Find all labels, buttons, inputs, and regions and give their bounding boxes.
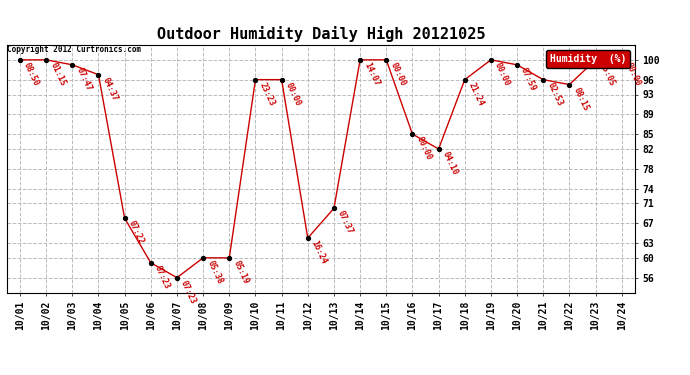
Point <box>276 76 287 82</box>
Point <box>146 260 157 266</box>
Text: 00:00: 00:00 <box>284 81 302 107</box>
Text: 08:15: 08:15 <box>571 86 590 112</box>
Point <box>119 215 130 221</box>
Point <box>224 255 235 261</box>
Text: 00:00: 00:00 <box>415 135 433 162</box>
Text: 14:07: 14:07 <box>362 61 381 87</box>
Point <box>485 57 496 63</box>
Text: 21:24: 21:24 <box>467 81 486 107</box>
Text: 01:15: 01:15 <box>48 61 67 87</box>
Point <box>590 57 601 63</box>
Point <box>14 57 26 63</box>
Text: 07:23: 07:23 <box>179 279 198 305</box>
Text: 00:00: 00:00 <box>388 61 407 87</box>
Text: 00:00: 00:00 <box>493 61 512 87</box>
Text: 15:05: 15:05 <box>598 61 616 87</box>
Text: 04:37: 04:37 <box>101 76 119 102</box>
Point <box>564 82 575 88</box>
Point <box>302 235 313 241</box>
Text: 04:10: 04:10 <box>441 150 460 176</box>
Text: 07:37: 07:37 <box>336 209 355 236</box>
Text: 16:24: 16:24 <box>310 239 328 266</box>
Point <box>407 131 418 137</box>
Text: 23:23: 23:23 <box>257 81 276 107</box>
Point <box>381 57 392 63</box>
Text: 07:47: 07:47 <box>75 66 93 92</box>
Point <box>433 146 444 152</box>
Text: 02:53: 02:53 <box>545 81 564 107</box>
Point <box>197 255 208 261</box>
Legend: Humidity  (%): Humidity (%) <box>546 50 630 68</box>
Text: 05:19: 05:19 <box>231 259 250 285</box>
Text: 08:50: 08:50 <box>22 61 41 87</box>
Point <box>511 62 522 68</box>
Point <box>616 57 627 63</box>
Point <box>328 206 339 212</box>
Text: Copyright 2012 Curtronics.com: Copyright 2012 Curtronics.com <box>7 45 141 54</box>
Text: 07:22: 07:22 <box>127 219 146 246</box>
Point <box>171 274 182 280</box>
Text: 00:00: 00:00 <box>624 61 642 87</box>
Point <box>67 62 78 68</box>
Text: 07:23: 07:23 <box>153 264 172 290</box>
Point <box>538 76 549 82</box>
Point <box>41 57 52 63</box>
Point <box>93 72 104 78</box>
Title: Outdoor Humidity Daily High 20121025: Outdoor Humidity Daily High 20121025 <box>157 27 485 42</box>
Point <box>355 57 366 63</box>
Text: 07:59: 07:59 <box>519 66 538 92</box>
Point <box>460 76 471 82</box>
Point <box>250 76 261 82</box>
Text: 05:38: 05:38 <box>205 259 224 285</box>
